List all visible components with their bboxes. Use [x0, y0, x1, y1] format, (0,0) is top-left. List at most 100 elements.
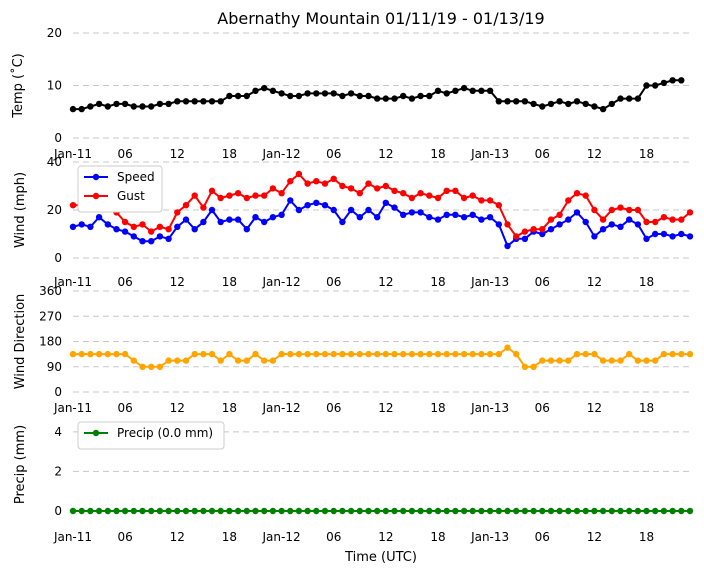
precip-xtick-label: 12 [587, 530, 602, 544]
temp-data-point [652, 82, 659, 89]
temp-data-point [269, 87, 277, 95]
direction-data-point [252, 350, 259, 358]
precip-xtick-label: Jan-11 [53, 530, 92, 544]
wind-data-point [486, 214, 494, 221]
temp-data-point [365, 92, 372, 100]
wind-data-point [156, 233, 164, 240]
temp-data-point [539, 103, 546, 110]
wind-ytick-label: 40 [47, 155, 62, 169]
direction-data-point [182, 357, 190, 364]
temp-xtick-label: Jan-13 [470, 147, 509, 161]
wind-data-point [643, 218, 650, 226]
temp-data-point [95, 100, 103, 108]
precip-data-point [382, 507, 389, 515]
temp-data-point [356, 92, 363, 100]
wind-data-point [573, 190, 581, 197]
precip-data-point [599, 507, 607, 515]
precip-xtick-label: 06 [535, 530, 550, 544]
precip-data-point [504, 507, 511, 515]
direction-xtick-label: 06 [326, 401, 341, 415]
temp-data-point [434, 87, 442, 95]
temp-data-point [347, 90, 355, 97]
direction-xtick-label: Jan-13 [470, 401, 509, 415]
wind-data-point [634, 221, 642, 228]
temp-data-point [478, 87, 485, 95]
wind-data-point [234, 190, 242, 197]
wind-data-point [182, 202, 190, 209]
wind-data-point [521, 235, 529, 242]
wind-data-point [174, 223, 181, 230]
wind-data-point [287, 197, 294, 204]
precip-xtick-label: 12 [170, 530, 185, 544]
wind-data-point [174, 209, 181, 216]
precip-data-point [321, 507, 329, 515]
temp-data-point [400, 92, 407, 100]
wind-data-point [148, 228, 155, 235]
precip-data-point [269, 507, 277, 515]
direction-data-point [69, 350, 77, 358]
precip-data-point [295, 507, 303, 515]
direction-data-point [278, 350, 285, 358]
wind-data-point [339, 182, 346, 190]
wind-data-point [130, 223, 137, 230]
chart-title: Abernathy Mountain 01/11/19 - 01/13/19 [217, 9, 544, 28]
precip-data-point [156, 507, 164, 515]
temp-data-point [261, 84, 268, 92]
temp-data-point [191, 98, 198, 105]
wind-gust-line [73, 172, 691, 238]
precip-data-point [643, 507, 650, 515]
direction-data-point [269, 357, 277, 364]
wind-data-point [95, 214, 103, 221]
wind-data-point [121, 228, 129, 235]
wind-data-point [504, 221, 511, 228]
precip-data-point [686, 507, 694, 515]
wind-data-point [347, 206, 355, 214]
wind-data-point [565, 197, 572, 204]
direction-data-point [591, 350, 598, 358]
temp-ytick-label: 0 [54, 131, 62, 145]
wind-data-point [469, 192, 476, 199]
wind-data-point [165, 235, 172, 242]
direction-data-point [226, 350, 233, 358]
precip-data-point [469, 507, 476, 515]
direction-xtick-label: Jan-11 [53, 401, 92, 415]
direction-data-point [87, 350, 94, 358]
wind-data-point [391, 204, 398, 211]
precip-data-point [365, 507, 372, 515]
direction-data-point [234, 357, 242, 364]
direction-xtick-label: 12 [170, 401, 185, 415]
precip-data-point [356, 507, 363, 515]
wind-data-point [652, 230, 659, 238]
direction-data-point [443, 350, 450, 358]
direction-data-point [330, 350, 337, 358]
temp-data-point [87, 103, 94, 110]
temp-data-point [148, 103, 155, 110]
wind-legend-label: Speed [117, 170, 155, 184]
temp-data-point [452, 87, 459, 95]
temp-data-point [417, 92, 424, 100]
precip-data-point [521, 507, 529, 515]
temp-data-point [617, 95, 624, 102]
precip-data-point [87, 507, 94, 515]
temp-data-point [391, 95, 398, 102]
direction-data-point [148, 363, 155, 370]
wind-data-point [374, 185, 381, 192]
temp-data-point [678, 77, 685, 84]
wind-data-point [208, 187, 216, 194]
temp-data-point [513, 98, 520, 105]
wind-data-point [374, 214, 381, 221]
wind-data-point [330, 206, 337, 214]
wind-data-point [591, 233, 598, 240]
precip-xtick-label: 18 [222, 530, 237, 544]
temp-data-point [591, 103, 598, 110]
precip-data-point [652, 507, 659, 515]
wind-data-point [243, 194, 250, 202]
precip-legend-box [77, 421, 225, 450]
temp-data-point [339, 92, 346, 100]
wind-xtick-label: 18 [430, 275, 445, 289]
precip-data-point [374, 507, 381, 515]
wind-data-point [287, 178, 294, 185]
precip-data-point [678, 507, 685, 515]
wind-data-point [417, 209, 424, 216]
direction-data-point [208, 350, 216, 358]
